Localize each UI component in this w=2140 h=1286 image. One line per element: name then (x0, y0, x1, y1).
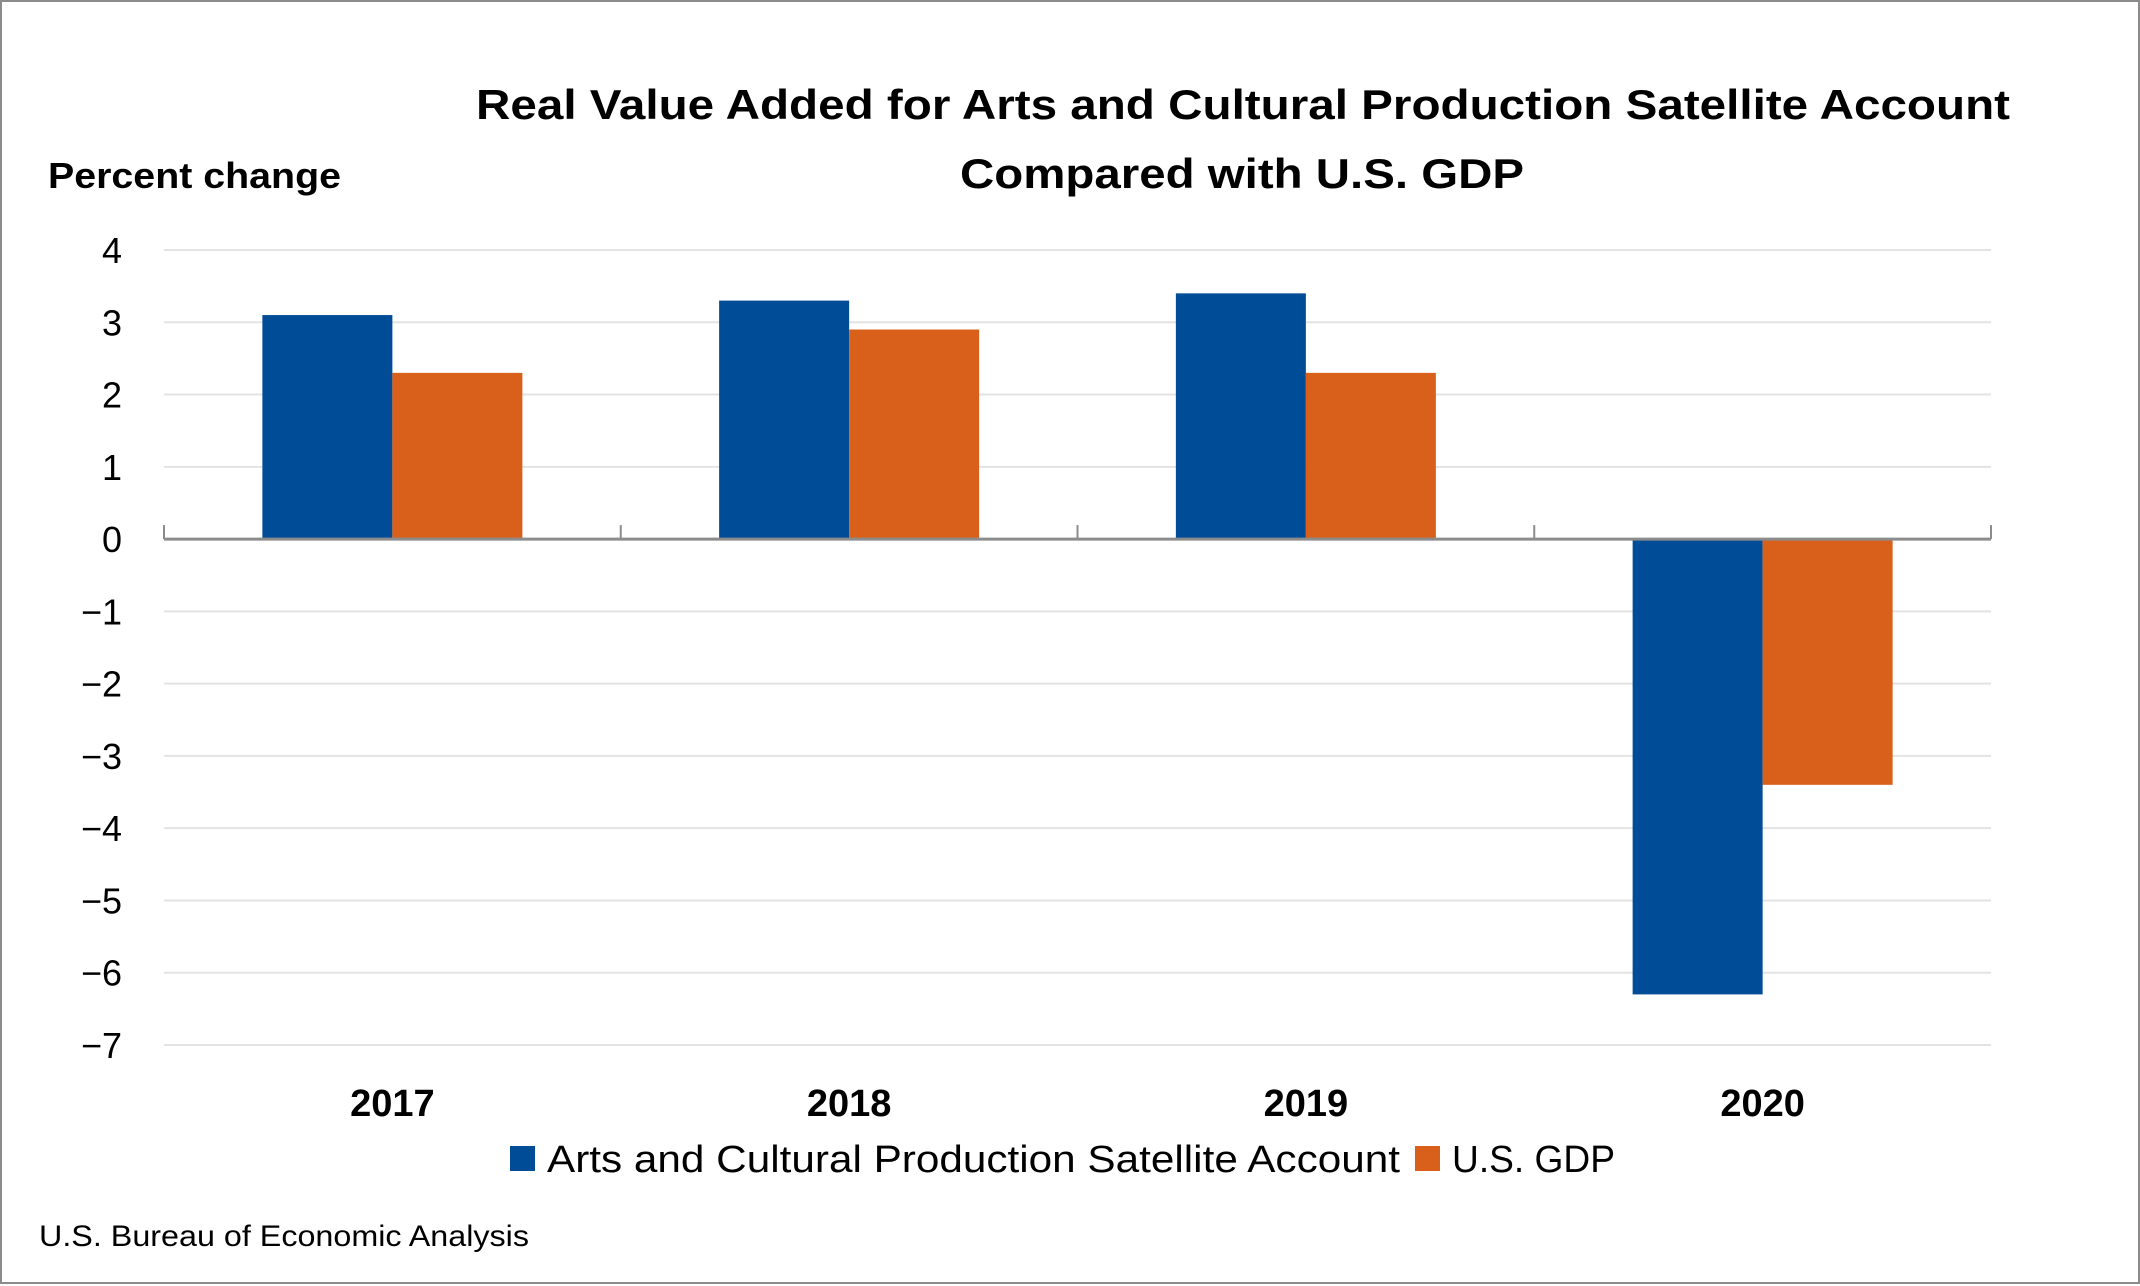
x-tick-label: 2020 (1720, 1083, 1805, 1125)
y-tick-label: −3 (81, 736, 122, 777)
y-tick-label: 0 (102, 519, 122, 560)
legend-swatch-arts (510, 1146, 535, 1171)
bar-2019-arts (1175, 293, 1306, 540)
y-tick-label: 2 (102, 375, 122, 416)
source-note: U.S. Bureau of Economic Analysis (39, 1220, 529, 1253)
y-tick-label: −5 (81, 880, 122, 921)
bar-2018-gdp (849, 329, 980, 540)
bar-2020-arts (1632, 539, 1763, 995)
y-tick-label: 4 (102, 230, 122, 271)
legend-swatch-gdp (1415, 1146, 1440, 1171)
x-tick-labels: 2017 2018 2019 2020 (350, 1083, 1805, 1125)
y-tick-label: −7 (81, 1025, 122, 1066)
x-tick-label: 2017 (350, 1083, 435, 1125)
bar-2020-gdp (1762, 539, 1893, 785)
legend-label-arts: Arts and Cultural Production Satellite A… (547, 1139, 1400, 1181)
y-tick-label: 1 (102, 447, 122, 488)
y-tick-label: 3 (102, 302, 122, 343)
bars (262, 293, 1893, 995)
x-tick-label: 2018 (807, 1083, 892, 1125)
chart-title-line-1: Real Value Added for Arts and Cultural P… (476, 81, 2010, 128)
y-tick-label: −6 (81, 953, 122, 994)
bar-2017-arts (262, 315, 393, 540)
x-axis (163, 525, 1992, 541)
y-tick-labels: 4 3 2 1 0 −1 −2 −3 −4 −5 −6 −7 (81, 230, 122, 1066)
bar-2017-gdp (392, 372, 523, 540)
legend: Arts and Cultural Production Satellite A… (510, 1139, 1615, 1181)
bar-2019-gdp (1305, 372, 1436, 540)
legend-label-gdp: U.S. GDP (1452, 1139, 1615, 1181)
bar-2018-arts (719, 300, 850, 540)
y-tick-label: −2 (81, 664, 122, 705)
chart-title-line-2: Compared with U.S. GDP (960, 150, 1524, 197)
y-tick-label: −1 (81, 591, 122, 632)
y-tick-label: −4 (81, 808, 122, 849)
x-tick-label: 2019 (1264, 1083, 1349, 1125)
y-axis-label: Percent change (48, 155, 341, 196)
